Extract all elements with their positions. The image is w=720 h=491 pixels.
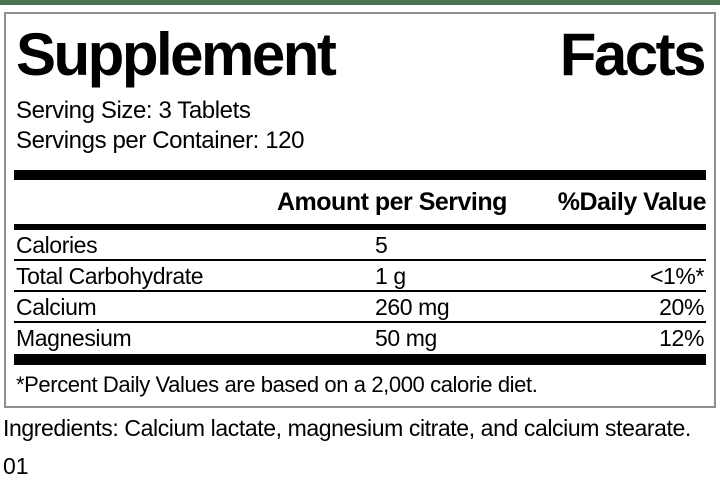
serving-size-text: Serving Size: 3 Tablets — [16, 97, 251, 124]
footer-code: 01 — [3, 453, 29, 479]
nutrient-dv: 12% — [659, 325, 704, 351]
servings-per-container-text: Servings per Container: 120 — [16, 127, 305, 154]
divider-below-header — [14, 224, 706, 230]
column-header-amount: Amount per Serving — [277, 188, 507, 216]
daily-value-footnote: *Percent Daily Values are based on a 2,0… — [16, 372, 538, 397]
table-row-total-carbohydrate: Total Carbohydrate 1 g <1%* — [14, 261, 706, 292]
table-row-magnesium: Magnesium 50 mg 12% — [14, 323, 706, 354]
panel-title-word-supplement: Supplement — [16, 21, 337, 88]
top-accent-bar — [0, 0, 720, 5]
nutrient-dv: <1%* — [649, 263, 704, 289]
supplement-facts-panel: Supplement Facts Serving Size: 3 Tablets… — [4, 12, 716, 408]
panel-title-word-facts: Facts — [559, 21, 707, 88]
nutrient-amount: 5 — [375, 232, 388, 258]
nutrient-amount: 50 mg — [375, 325, 437, 351]
nutrient-label: Magnesium — [16, 325, 132, 351]
nutrient-dv: 20% — [659, 294, 704, 320]
nutrient-amount: 1 g — [375, 263, 406, 289]
table-row-calories: Calories 5 — [14, 230, 706, 261]
nutrient-label: Calcium — [16, 294, 97, 320]
serving-info: Serving Size: 3 Tablets Servings per Con… — [14, 92, 706, 156]
nutrient-label: Calories — [16, 232, 98, 258]
divider-thick-top — [14, 170, 706, 180]
ingredients-text: Ingredients: Calcium lactate, magnesium … — [3, 415, 691, 441]
table-header-row: Amount per Serving %Daily Value — [14, 180, 707, 224]
panel-title: Supplement Facts — [14, 14, 707, 92]
nutrient-amount: 260 mg — [375, 294, 450, 320]
table-row-calcium: Calcium 260 mg 20% — [14, 292, 706, 323]
nutrient-label: Total Carbohydrate — [16, 263, 204, 289]
divider-above-footnote — [14, 354, 706, 365]
column-header-daily-value: %Daily Value — [557, 188, 707, 216]
